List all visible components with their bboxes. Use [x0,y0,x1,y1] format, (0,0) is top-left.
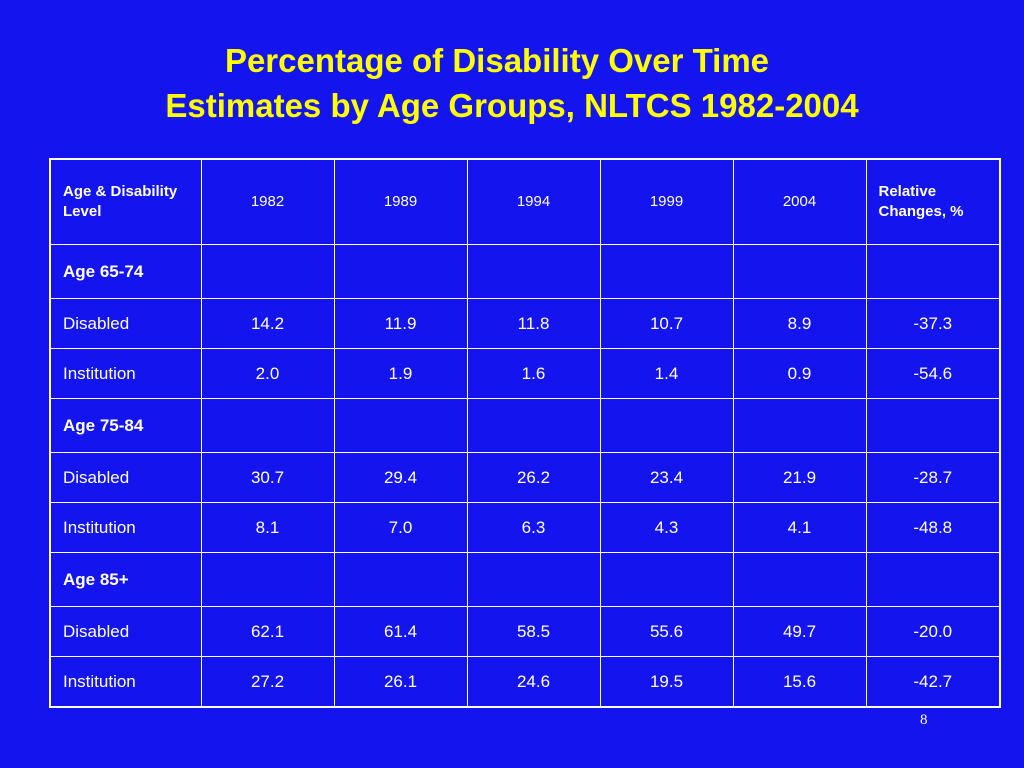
row-label: Institution [49,656,202,708]
empty-cell [865,244,1001,299]
empty-cell [865,552,1001,607]
table-row: Institution 8.1 7.0 6.3 4.3 4.1 -48.8 [49,502,1001,553]
value-cell: 55.6 [599,606,734,657]
row-label: Institution [49,348,202,399]
table-row: Disabled 30.7 29.4 26.2 23.4 21.9 -28.7 [49,452,1001,503]
value-cell: 11.9 [333,298,468,349]
empty-cell [333,398,468,453]
value-cell: 8.9 [732,298,867,349]
value-cell: 1.9 [333,348,468,399]
empty-cell [599,244,734,299]
title-line-2: Estimates by Age Groups, NLTCS 1982-2004 [165,87,859,124]
empty-cell [599,552,734,607]
change-cell: -42.7 [865,656,1001,708]
value-cell: 23.4 [599,452,734,503]
value-cell: 29.4 [333,452,468,503]
value-cell: 6.3 [466,502,601,553]
change-cell: -28.7 [865,452,1001,503]
table-group-row: Age 75-84 [49,398,1001,453]
table-row: Institution 2.0 1.9 1.6 1.4 0.9 -54.6 [49,348,1001,399]
change-cell: -20.0 [865,606,1001,657]
group-label: Age 75-84 [49,398,202,453]
row-label: Disabled [49,298,202,349]
value-cell: 26.2 [466,452,601,503]
table-row: Disabled 62.1 61.4 58.5 55.6 49.7 -20.0 [49,606,1001,657]
group-label: Age 65-74 [49,244,202,299]
value-cell: 21.9 [732,452,867,503]
value-cell: 14.2 [200,298,335,349]
value-cell: 61.4 [333,606,468,657]
empty-cell [200,398,335,453]
empty-cell [466,398,601,453]
empty-cell [333,552,468,607]
value-cell: 58.5 [466,606,601,657]
header-cell-change: Relative Changes, % [865,158,1001,245]
row-label: Disabled [49,606,202,657]
value-cell: 7.0 [333,502,468,553]
empty-cell [865,398,1001,453]
value-cell: 1.4 [599,348,734,399]
disability-table: Age & Disability Level 1982 1989 1994 19… [49,158,1001,708]
page-number: 8 [920,712,928,728]
value-cell: 1.6 [466,348,601,399]
table-row: Disabled 14.2 11.9 11.8 10.7 8.9 -37.3 [49,298,1001,349]
value-cell: 62.1 [200,606,335,657]
value-cell: 0.9 [732,348,867,399]
table-row: Institution 27.2 26.1 24.6 19.5 15.6 -42… [49,656,1001,708]
empty-cell [466,552,601,607]
change-cell: -54.6 [865,348,1001,399]
table-group-row: Age 85+ [49,552,1001,607]
empty-cell [732,244,867,299]
empty-cell [732,552,867,607]
empty-cell [200,552,335,607]
value-cell: 2.0 [200,348,335,399]
value-cell: 10.7 [599,298,734,349]
value-cell: 49.7 [732,606,867,657]
value-cell: 4.3 [599,502,734,553]
value-cell: 15.6 [732,656,867,708]
slide-title: Percentage of Disability Over Time Estim… [0,38,1024,128]
group-label: Age 85+ [49,552,202,607]
empty-cell [333,244,468,299]
header-cell-year: 1989 [333,158,468,245]
empty-cell [732,398,867,453]
row-label: Institution [49,502,202,553]
table-header-row: Age & Disability Level 1982 1989 1994 19… [49,158,1001,245]
header-cell-year: 1999 [599,158,734,245]
empty-cell [599,398,734,453]
header-cell-year: 2004 [732,158,867,245]
value-cell: 8.1 [200,502,335,553]
table-group-row: Age 65-74 [49,244,1001,299]
value-cell: 11.8 [466,298,601,349]
empty-cell [200,244,335,299]
header-cell-year: 1982 [200,158,335,245]
empty-cell [466,244,601,299]
title-line-1: Percentage of Disability Over Time [224,42,770,79]
value-cell: 4.1 [732,502,867,553]
value-cell: 24.6 [466,656,601,708]
value-cell: 19.5 [599,656,734,708]
header-cell-year: 1994 [466,158,601,245]
header-cell-label: Age & Disability Level [49,158,202,245]
row-label: Disabled [49,452,202,503]
value-cell: 30.7 [200,452,335,503]
change-cell: -48.8 [865,502,1001,553]
value-cell: 26.1 [333,656,468,708]
change-cell: -37.3 [865,298,1001,349]
value-cell: 27.2 [200,656,335,708]
